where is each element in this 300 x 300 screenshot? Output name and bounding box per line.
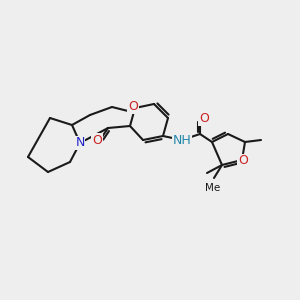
Text: NH: NH bbox=[172, 134, 191, 146]
Text: O: O bbox=[199, 112, 209, 125]
Text: Me: Me bbox=[206, 183, 220, 193]
Text: O: O bbox=[238, 154, 248, 167]
Text: O: O bbox=[128, 100, 138, 113]
Text: O: O bbox=[92, 134, 102, 146]
Text: N: N bbox=[75, 136, 85, 149]
